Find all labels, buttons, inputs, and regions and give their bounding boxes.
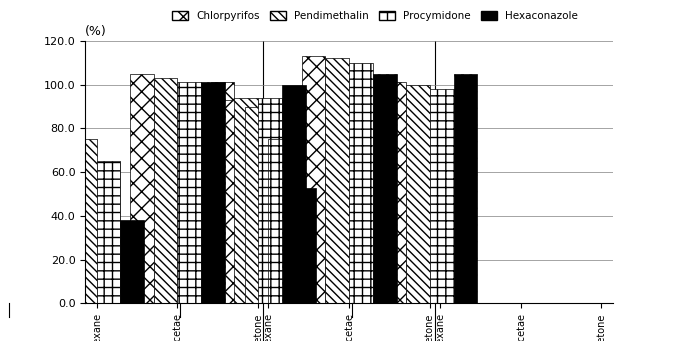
- Bar: [302, 56, 326, 303]
- Bar: [221, 100, 244, 303]
- Bar: [282, 85, 306, 303]
- Bar: [430, 89, 454, 303]
- Bar: [121, 220, 144, 303]
- Bar: [210, 83, 234, 303]
- Bar: [154, 78, 178, 303]
- Bar: [49, 124, 73, 303]
- Bar: [292, 188, 316, 303]
- Bar: [454, 74, 477, 303]
- Bar: [244, 107, 268, 303]
- Text: (%): (%): [85, 25, 107, 39]
- Bar: [201, 83, 225, 303]
- Bar: [268, 139, 292, 303]
- Bar: [326, 58, 349, 303]
- Bar: [349, 63, 373, 303]
- Bar: [73, 139, 97, 303]
- Bar: [97, 161, 121, 303]
- Legend: Chlorpyrifos, Pendimethalin, Procymidone, Hexaconazole: Chlorpyrifos, Pendimethalin, Procymidone…: [168, 7, 582, 25]
- Bar: [178, 83, 201, 303]
- Bar: [373, 74, 396, 303]
- Bar: [258, 98, 282, 303]
- Bar: [382, 83, 406, 303]
- Bar: [130, 74, 154, 303]
- Bar: [406, 85, 430, 303]
- Bar: [234, 98, 258, 303]
